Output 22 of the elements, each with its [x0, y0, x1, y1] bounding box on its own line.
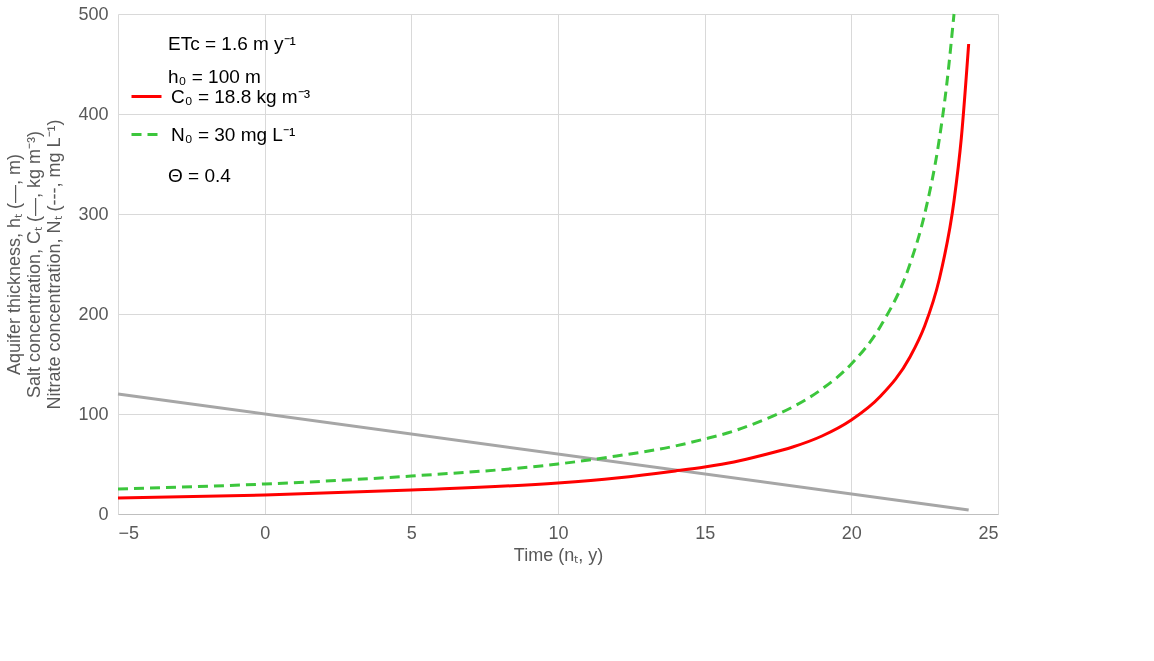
annotation: ETc = 1.6 m y⁻¹: [168, 33, 296, 54]
x-tick-label: 10: [548, 522, 569, 543]
legend-label: N₀ = 30 mg L⁻¹: [171, 123, 296, 145]
annotation: h₀ = 100 m: [168, 66, 261, 87]
x-axis-title: Time (nₜ, y): [513, 544, 604, 565]
y-tick-label: 100: [78, 403, 109, 424]
y-tick-label: 400: [78, 103, 109, 124]
legend-label: C₀ = 18.8 kg m⁻³: [171, 85, 311, 107]
x-tick-label: 20: [841, 522, 862, 543]
y-tick-label: 0: [98, 503, 109, 524]
y-tick-label: 200: [78, 303, 109, 324]
y-tick-label: 500: [78, 3, 109, 24]
annotation: Θ = 0.4: [168, 165, 232, 186]
text: Nitrate concentration, Nₜ (---, mg L⁻¹): [44, 119, 65, 410]
text: Salt concentration, Cₜ (—, kg m⁻³): [24, 130, 45, 399]
y-tick-label: 300: [78, 203, 109, 224]
x-tick-label: 15: [695, 522, 716, 543]
x-tick-label: 25: [978, 522, 999, 543]
x-tick-label: −5: [118, 522, 140, 543]
x-tick-label: 5: [406, 522, 417, 543]
text: Aquifer thickness, hₜ (—, m): [4, 153, 25, 376]
x-tick-label: 0: [260, 522, 271, 543]
